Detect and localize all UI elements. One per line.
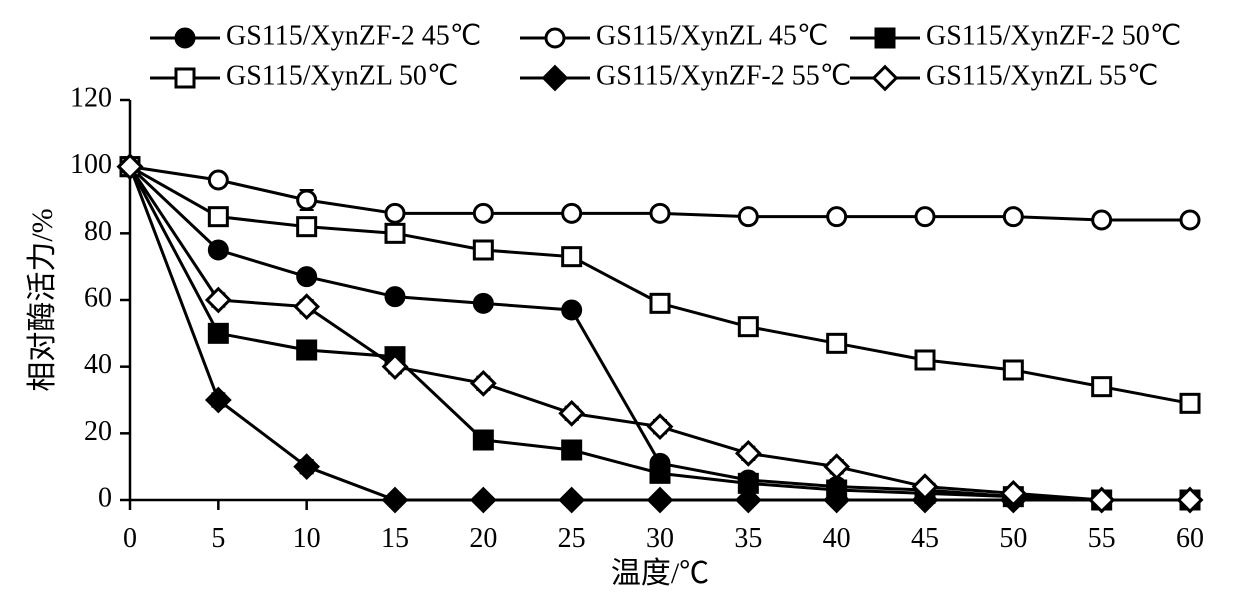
- x-tick-label: 5: [211, 523, 225, 554]
- x-tick-label: 15: [381, 523, 409, 554]
- legend-item-label: GS115/XynZL 55℃: [926, 60, 1158, 91]
- y-tick-label: 20: [84, 416, 112, 447]
- legend-item-label: GS115/XynZF-2 50℃: [926, 20, 1181, 51]
- y-tick-label: 0: [98, 482, 112, 513]
- x-axis-label: 温度/℃: [611, 557, 709, 590]
- legend-item-label: GS115/XynZL 50℃: [226, 60, 458, 91]
- legend: GS115/XynZF-2 45℃ GS115/XynZL 45℃ GS115/Xy…: [150, 20, 1181, 91]
- legend-item-zf2_55: GS115/XynZF-2 55℃: [520, 60, 851, 91]
- legend-item-zl_55: GS115/XynZL 55℃: [850, 60, 1158, 91]
- series-zl_45: [121, 158, 1199, 229]
- y-tick-label: 120: [70, 82, 112, 113]
- y-tick-label: 40: [84, 349, 112, 380]
- x-tick-label: 25: [558, 523, 586, 554]
- y-tick-label: 100: [70, 149, 112, 180]
- x-tick-label: 40: [823, 523, 851, 554]
- x-tick-label: 30: [646, 523, 674, 554]
- x-tick-label: 50: [999, 523, 1027, 554]
- legend-item-label: GS115/XynZF-2 45℃: [226, 20, 481, 51]
- x-tick-label: 10: [293, 523, 321, 554]
- x-tick-label: 55: [1088, 523, 1116, 554]
- chart-svg: 0 5 10 15 20 25 30 35 40 45 50 55 60 0 20 40 60 80 100 120 温…: [0, 0, 1240, 615]
- enzyme-activity-chart: 0 5 10 15 20 25 30 35 40 45 50 55 60 0 20 40 60 80 100 120 温…: [0, 0, 1240, 615]
- x-tick-label: 45: [911, 523, 939, 554]
- x-tick-label: 20: [469, 523, 497, 554]
- y-tick-label: 80: [84, 216, 112, 247]
- x-tick-label: 35: [734, 523, 762, 554]
- series-line: [130, 167, 1190, 404]
- legend-item-zl_50: GS115/XynZL 50℃: [150, 60, 458, 91]
- y-axis-label: 相对酶活力/%: [26, 208, 59, 391]
- legend-item-zf2_50: GS115/XynZF-2 50℃: [850, 20, 1181, 51]
- x-tick-label: 60: [1176, 523, 1204, 554]
- x-tick-label: 0: [123, 523, 137, 554]
- legend-item-zf2_45: GS115/XynZF-2 45℃: [150, 20, 481, 51]
- legend-item-zl_45: GS115/XynZL 45℃: [520, 20, 828, 51]
- legend-item-label: GS115/XynZF-2 55℃: [596, 60, 851, 91]
- legend-item-label: GS115/XynZL 45℃: [596, 20, 828, 51]
- y-tick-label: 60: [84, 282, 112, 313]
